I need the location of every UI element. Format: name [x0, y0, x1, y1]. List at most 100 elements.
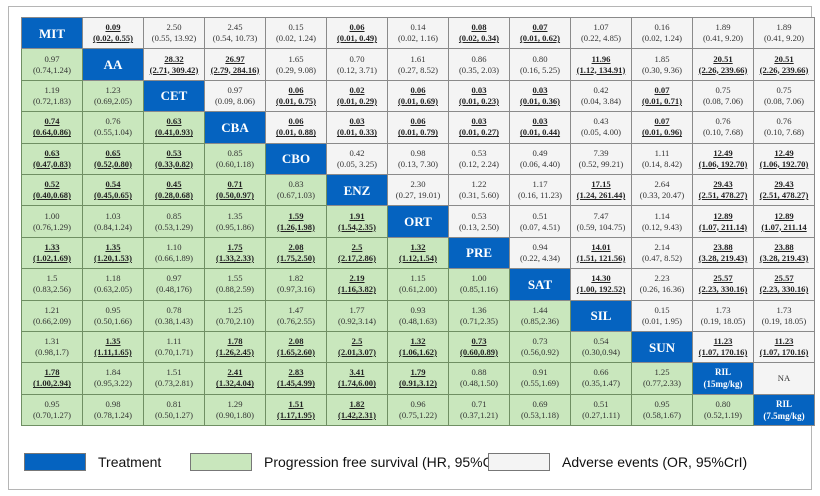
estimate: 1.18 — [105, 273, 121, 284]
estimate: 1.17 — [532, 179, 548, 190]
treatment-cell: CBO — [265, 142, 327, 175]
credible-interval: (0.52,0.80) — [94, 158, 132, 169]
estimate: 0.03 — [349, 116, 365, 127]
table-row: 1.33 (1.02,1.69) 1.35 (1.20,1.53) 1.10 (0.66,… — [21, 236, 815, 270]
ae-or-cell: 0.49 (0.06, 4.40) — [509, 142, 571, 175]
estimate: 0.03 — [532, 116, 548, 127]
estimate: 1.89 — [715, 22, 731, 33]
ae-or-cell: 14.30 (1.00, 192.52) — [570, 268, 632, 301]
ae-or-cell: 25.57 (2.23, 330.16) — [753, 268, 815, 301]
pfs-hr-cell: 0.76 (0.55,1.04) — [82, 111, 144, 144]
ae-or-cell: 11.96 (1.12, 134.91) — [570, 48, 632, 81]
credible-interval: (0.70,2.10) — [216, 315, 254, 326]
estimate: 3.41 — [349, 367, 365, 378]
table-row: 0.95 (0.70,1.27) 0.98 (0.78,1.24) 0.81 (0.50,… — [21, 393, 815, 427]
legend-pfs-label: Progression free survival (HR, 95%CrI) — [264, 454, 506, 470]
pfs-hr-cell: 1.25 (0.77,2.33) — [631, 362, 693, 395]
ae-or-cell: 0.08 (0.02, 0.34) — [448, 16, 510, 50]
credible-interval: (0.08, 7.06) — [763, 95, 805, 106]
estimate: 0.69 — [532, 398, 548, 409]
estimate: 1.32 — [410, 336, 426, 347]
credible-interval: (0.14, 8.42) — [641, 158, 683, 169]
credible-interval: (0.50,1.66) — [94, 315, 132, 326]
estimate: 1.35 — [105, 241, 121, 252]
credible-interval: (1.06, 192.70) — [759, 158, 809, 169]
ae-or-cell: 2.23 (0.26, 16.36) — [631, 268, 693, 301]
table-row: 1.19 (0.72,1.83) 1.23 (0.69,2.05) CET 0.97 (0.… — [21, 79, 815, 113]
estimate: 0.06 — [288, 84, 304, 95]
estimate: 2.50 — [166, 22, 182, 33]
credible-interval: (0.40,0.68) — [33, 190, 71, 201]
credible-interval: (0.04, 3.84) — [580, 95, 622, 106]
pfs-hr-cell: 1.82 (0.97,3.16) — [265, 268, 327, 301]
pfs-hr-cell: 1.75 (1.33,2.33) — [204, 236, 266, 270]
pfs-hr-cell: 1.25 (0.70,2.10) — [204, 299, 266, 332]
estimate: 0.54 — [105, 179, 121, 190]
estimate: 0.97 — [227, 84, 243, 95]
estimate: 1.29 — [227, 398, 243, 409]
pfs-hr-cell: 0.71 (0.50,0.97) — [204, 173, 266, 207]
pfs-hr-cell: 1.51 (0.73,2.81) — [143, 362, 205, 395]
credible-interval: (2.79, 284.16) — [210, 64, 260, 75]
credible-interval: (0.60,0.89) — [460, 347, 498, 358]
estimate: 14.01 — [591, 241, 611, 252]
ae-or-cell: 1.89 (0.41, 9.20) — [692, 16, 754, 50]
ae-or-cell: 17.15 (1.24, 261.44) — [570, 173, 632, 207]
estimate: 1.79 — [410, 367, 426, 378]
credible-interval: (0.10, 7.68) — [763, 127, 805, 138]
estimate: 2.5 — [351, 336, 363, 347]
estimate: 0.06 — [349, 22, 365, 33]
ae-or-cell: 0.53 (0.13, 2.50) — [448, 205, 510, 238]
pfs-hr-cell: 0.71 (0.37,1.21) — [448, 393, 510, 427]
credible-interval: (1.42,2.31) — [338, 409, 376, 420]
pfs-hr-cell: 2.83 (1.45,4.99) — [265, 362, 327, 395]
treatment-swatch — [24, 453, 86, 471]
estimate: 0.96 — [410, 398, 426, 409]
estimate: 0.80 — [532, 53, 548, 64]
estimate: 0.73 — [532, 336, 548, 347]
estimate: 1.32 — [410, 241, 426, 252]
pfs-hr-cell: 0.66 (0.35,1.47) — [570, 362, 632, 395]
credible-interval: (0.12, 3.71) — [336, 64, 378, 75]
treatment-cell: CET — [143, 79, 205, 113]
estimate: 1.84 — [105, 367, 121, 378]
estimate: 1.19 — [44, 84, 60, 95]
estimate: 0.66 — [593, 367, 609, 378]
credible-interval: (0.27, 19.01) — [395, 190, 441, 201]
ae-or-cell: 0.06 (0.01, 0.79) — [387, 111, 449, 144]
estimate: 1.31 — [44, 336, 60, 347]
estimate: 1.21 — [44, 304, 60, 315]
ae-or-cell: 0.98 (0.13, 7.30) — [387, 142, 449, 175]
credible-interval: (0.29, 9.08) — [275, 64, 317, 75]
estimate: 1.36 — [471, 304, 487, 315]
estimate: 25.57 — [774, 273, 794, 284]
ae-or-cell: 0.42 (0.04, 3.84) — [570, 79, 632, 113]
credible-interval: (0.30, 9.36) — [641, 64, 683, 75]
ae-or-cell: 0.80 (0.16, 5.25) — [509, 48, 571, 81]
credible-interval: (0.06, 4.40) — [519, 158, 561, 169]
estimate: 0.75 — [715, 84, 731, 95]
credible-interval: (0.01, 0.88) — [275, 127, 317, 138]
ae-or-cell: 11.23 (1.07, 170.16) — [692, 330, 754, 364]
credible-interval: (0.02, 1.24) — [641, 33, 683, 44]
credible-interval: (0.07, 4.51) — [519, 221, 561, 232]
estimate: 2.45 — [227, 22, 243, 33]
pfs-hr-cell: 0.52 (0.40,0.68) — [21, 173, 83, 207]
estimate: 0.70 — [349, 53, 365, 64]
pfs-hr-cell: 1.78 (1.26,2.45) — [204, 330, 266, 364]
ae-or-cell: 12.89 (1.07, 211.14 — [753, 205, 815, 238]
pfs-hr-cell: 1.91 (1.54,2.35) — [326, 205, 388, 238]
estimate: 0.63 — [166, 116, 182, 127]
ae-or-cell: 1.65 (0.29, 9.08) — [265, 48, 327, 81]
pfs-hr-cell: 1.33 (1.02,1.69) — [21, 236, 83, 270]
table-row: 0.52 (0.40,0.68) 0.54 (0.45,0.65) 0.45 (0.28,… — [21, 173, 815, 207]
credible-interval: (0.52,1.19) — [704, 409, 742, 420]
credible-interval: (1.12, 134.91) — [576, 64, 626, 75]
credible-interval: (0.01, 0.71) — [641, 95, 683, 106]
credible-interval: (1.02,1.69) — [33, 252, 71, 263]
estimate: 0.94 — [532, 241, 548, 252]
credible-interval: (0.70,1.71) — [155, 347, 193, 358]
estimate: 1.03 — [105, 210, 121, 221]
credible-interval: (0.47, 8.52) — [641, 252, 683, 263]
ae-or-cell: 0.03 (0.01, 0.36) — [509, 79, 571, 113]
